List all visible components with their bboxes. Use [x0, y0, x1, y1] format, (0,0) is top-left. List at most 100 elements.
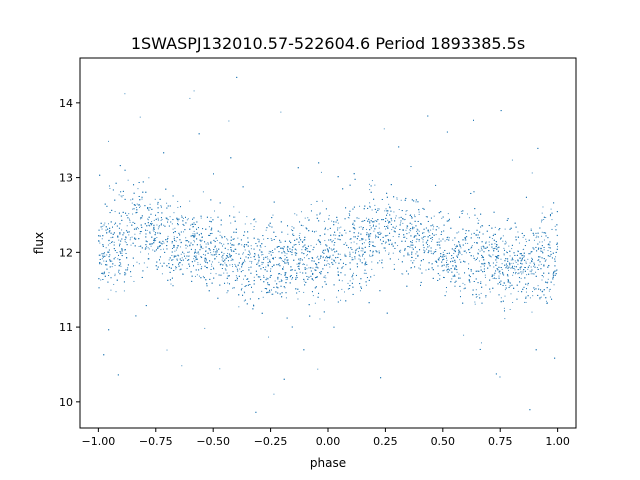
data-point	[522, 249, 524, 251]
data-point	[445, 266, 447, 268]
data-point	[193, 235, 195, 237]
data-point	[426, 248, 428, 250]
data-point	[384, 250, 386, 252]
data-point	[379, 290, 381, 292]
data-point	[484, 274, 486, 276]
data-point	[488, 250, 490, 252]
data-point	[153, 230, 155, 232]
data-point	[138, 245, 140, 247]
data-point	[432, 269, 434, 271]
data-point	[423, 249, 425, 251]
data-point	[280, 281, 282, 283]
data-point	[505, 240, 507, 242]
data-point	[459, 296, 461, 298]
data-point	[511, 159, 513, 161]
data-point	[150, 245, 152, 247]
data-point	[450, 258, 452, 260]
data-point	[224, 262, 226, 264]
data-point	[227, 260, 229, 262]
data-point	[409, 214, 411, 216]
data-point	[351, 257, 353, 259]
data-point	[148, 253, 149, 255]
data-point	[371, 218, 373, 220]
data-point	[484, 276, 486, 278]
data-point	[117, 236, 119, 238]
data-point	[200, 217, 202, 219]
data-point	[418, 213, 420, 215]
data-point	[159, 233, 161, 235]
data-point	[171, 223, 173, 225]
data-point	[431, 263, 433, 265]
data-point	[537, 259, 539, 261]
data-point	[545, 259, 547, 261]
data-point	[525, 262, 527, 264]
data-point	[403, 255, 405, 257]
data-point	[512, 272, 514, 274]
data-point	[349, 238, 351, 240]
data-point	[405, 197, 407, 199]
data-point	[294, 213, 296, 215]
data-point	[146, 266, 148, 268]
data-point	[151, 236, 153, 238]
data-point	[502, 284, 504, 286]
data-point	[353, 236, 355, 238]
data-point	[377, 232, 379, 234]
data-point	[328, 257, 330, 259]
data-point	[352, 278, 354, 280]
data-point	[113, 258, 115, 260]
data-point	[512, 301, 514, 303]
data-point	[512, 274, 514, 276]
data-point	[328, 239, 330, 241]
data-point	[139, 233, 141, 235]
data-point	[298, 291, 300, 293]
data-point	[329, 256, 331, 258]
data-point	[419, 264, 421, 266]
data-point	[149, 225, 151, 227]
data-point	[141, 217, 143, 219]
data-point	[123, 232, 125, 234]
data-point	[457, 254, 459, 256]
data-point	[210, 252, 212, 254]
data-point	[452, 275, 454, 277]
data-point	[267, 264, 269, 266]
data-point	[443, 224, 445, 226]
data-point	[252, 308, 254, 310]
data-point	[181, 216, 183, 218]
data-point	[251, 261, 253, 263]
data-point	[381, 198, 383, 200]
data-point	[250, 223, 252, 225]
data-point	[411, 223, 413, 225]
data-point	[356, 248, 358, 250]
data-point	[480, 292, 482, 294]
data-point	[356, 266, 358, 268]
data-point	[533, 273, 535, 275]
data-point	[293, 234, 295, 236]
data-point	[507, 280, 509, 282]
data-point	[360, 226, 362, 228]
data-point	[531, 257, 533, 259]
data-point	[287, 233, 289, 235]
data-point	[459, 245, 461, 247]
data-point	[359, 205, 361, 207]
data-point	[373, 230, 375, 232]
data-point	[378, 208, 380, 210]
data-point	[281, 260, 283, 262]
data-point	[363, 242, 365, 244]
data-point	[431, 236, 433, 238]
data-point	[249, 260, 251, 262]
data-point	[219, 202, 221, 204]
data-point	[325, 244, 327, 246]
data-point	[266, 288, 268, 290]
data-point	[359, 260, 361, 262]
data-point	[323, 311, 325, 313]
data-point	[411, 217, 413, 219]
data-point	[105, 247, 107, 249]
data-point	[217, 216, 219, 218]
data-point	[517, 263, 519, 265]
data-point	[211, 265, 213, 267]
data-point	[319, 242, 321, 244]
data-point	[168, 225, 170, 227]
data-point	[210, 229, 212, 231]
data-point	[124, 249, 126, 251]
data-point	[337, 271, 339, 273]
